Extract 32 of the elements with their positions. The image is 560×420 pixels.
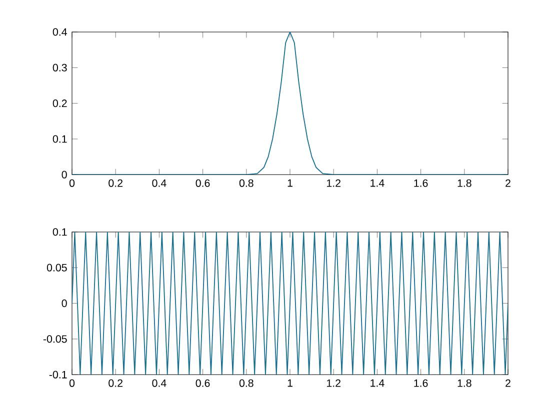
x-tick-label: 0.2: [108, 379, 122, 387]
x-tick-label: 0.4: [152, 179, 166, 187]
x-tick-label: 0.6: [196, 179, 210, 187]
x-tick-label: 0.8: [239, 179, 254, 187]
x-tick-label: 1.4: [370, 379, 384, 387]
x-tick-label: 2: [506, 379, 510, 387]
x-tick-label: 0.8: [239, 379, 254, 387]
x-tick-label: 0: [69, 179, 75, 187]
y-tick-label: -0.1: [49, 370, 67, 378]
x-tick-label: 2: [506, 179, 510, 187]
x-tick-label: 1.8: [458, 179, 472, 187]
y-tick-label: 0: [62, 300, 67, 308]
x-tick-label: 0: [69, 379, 75, 387]
y-tick-label: 0.3: [52, 64, 67, 72]
y-tick-label: 0.2: [52, 100, 67, 108]
x-tick-label: 0.4: [152, 379, 166, 387]
x-tick-label: 1.2: [327, 379, 340, 387]
y-tick-label: 0.4: [52, 28, 67, 36]
y-tick-label: 0.1: [52, 228, 67, 236]
x-tick-label: 1.2: [327, 179, 340, 187]
x-tick-label: 1.6: [414, 379, 428, 387]
x-tick-label: 1.4: [370, 179, 384, 187]
x-tick-label: 0.2: [108, 179, 122, 187]
x-tick-label: 1: [288, 379, 292, 387]
x-tick-label: 0.6: [196, 379, 210, 387]
y-tick-label: 0.05: [46, 264, 67, 272]
x-tick-label: 1.6: [414, 179, 428, 187]
y-tick-label: 0.1: [52, 135, 67, 143]
y-tick-label: 0: [62, 170, 67, 178]
x-tick-label: 1: [288, 179, 292, 187]
x-tick-label: 1.8: [458, 379, 472, 387]
y-tick-label: -0.05: [43, 335, 67, 343]
